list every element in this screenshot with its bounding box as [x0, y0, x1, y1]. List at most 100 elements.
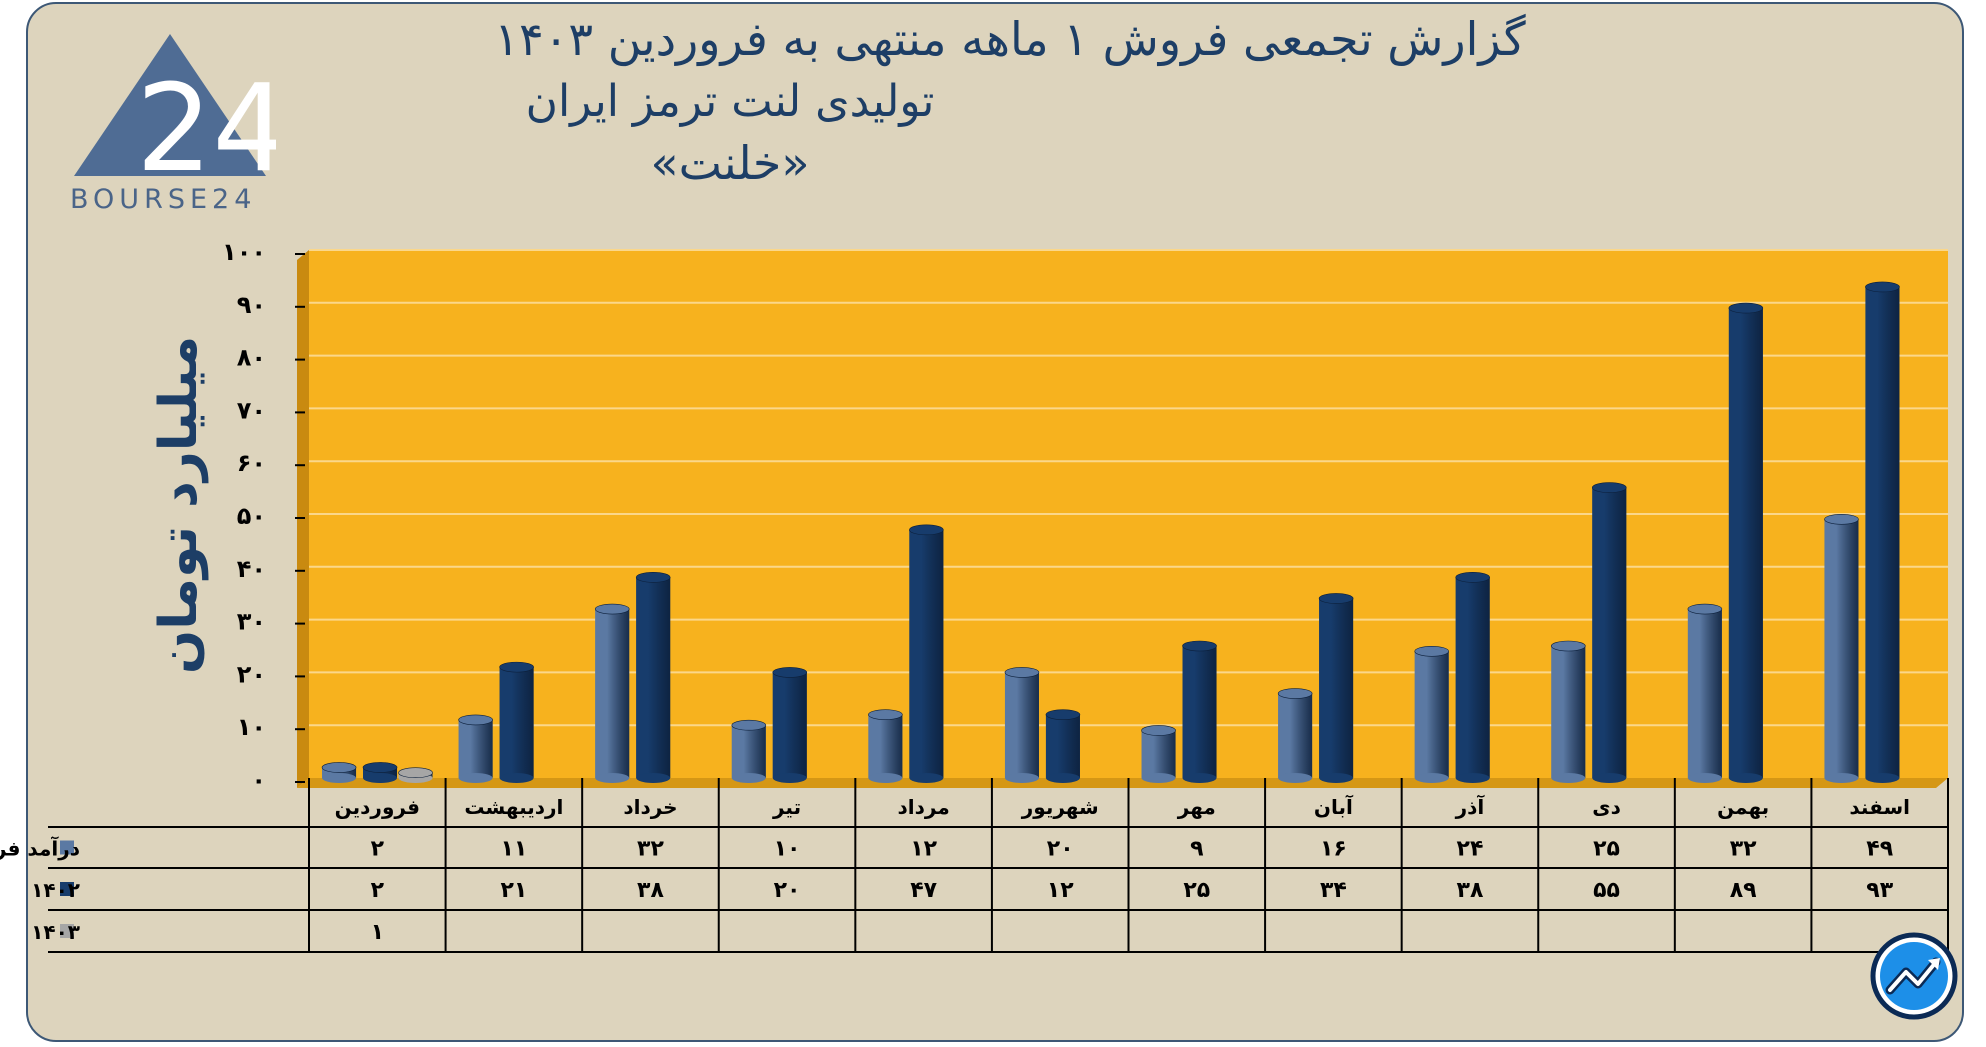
y-tick-label: ۱۰۰	[222, 238, 266, 266]
bar-shade	[1182, 646, 1217, 778]
legend-label: درآمد فروش سال ۱۴۰۱	[0, 836, 80, 861]
data-label: ۹۳	[1866, 878, 1893, 903]
bar-top	[772, 667, 808, 678]
trend-arrow-icon[interactable]	[1870, 932, 1958, 1020]
bar-base	[595, 773, 630, 783]
data-label: ۱۲	[910, 837, 937, 862]
bar-shade	[1865, 286, 1900, 778]
data-label: ۳۲	[1730, 837, 1757, 862]
legend-key	[60, 924, 74, 938]
bar-top	[731, 719, 767, 731]
bar	[499, 661, 534, 783]
bar-top	[1865, 281, 1900, 293]
y-tick-label: ۴۰	[237, 555, 266, 583]
bar-base	[1004, 773, 1039, 783]
bar-shade	[1592, 487, 1627, 778]
bar-top	[1141, 725, 1176, 736]
bar-shade	[1141, 730, 1176, 778]
bar	[594, 603, 630, 783]
category-label: تیر	[772, 795, 801, 819]
bar-base	[322, 773, 357, 783]
bar-base	[909, 773, 944, 783]
bar-base	[636, 773, 671, 783]
bar-shade	[1551, 646, 1586, 778]
category-label: اسفند	[1849, 795, 1910, 819]
bar-top	[499, 661, 534, 673]
bar-shade	[1004, 672, 1039, 778]
bar	[1550, 640, 1586, 783]
data-label: ۸۹	[1730, 878, 1757, 903]
data-label: ۳۸	[637, 878, 664, 903]
bar	[1045, 709, 1081, 783]
y-tick-label: ۷۰	[237, 396, 266, 424]
bar-top	[362, 762, 398, 773]
bar	[909, 524, 944, 783]
bar-top	[1318, 593, 1354, 604]
bar-shade	[1824, 519, 1859, 778]
bar-top	[398, 767, 433, 779]
bar	[1182, 640, 1217, 783]
bar-top	[909, 524, 944, 536]
category-label: مرداد	[898, 795, 950, 819]
bar-shade	[731, 725, 766, 778]
bar	[398, 767, 433, 783]
bar-top	[1004, 667, 1040, 678]
category-label: شهریور	[1021, 795, 1099, 819]
chart-title-line-3: «خلنت»	[650, 136, 810, 190]
bar-top	[458, 714, 493, 726]
data-label: ۲۴	[1457, 837, 1484, 862]
data-label: ۲۵	[1183, 878, 1210, 903]
plot-floor	[297, 778, 1948, 788]
bar-top	[321, 762, 357, 773]
bar	[321, 762, 357, 783]
bar-top	[1550, 640, 1586, 652]
data-label: ۳۲	[637, 837, 664, 862]
logo-text: BOURSE24	[70, 184, 257, 215]
bar-shade	[458, 719, 493, 778]
bar-base	[1414, 773, 1449, 783]
bar	[1414, 645, 1450, 783]
bar-base	[868, 773, 903, 783]
bar-shade	[1687, 609, 1722, 778]
category-label: آبان	[1314, 794, 1354, 819]
data-label: ۲	[371, 878, 385, 903]
bar-shade	[772, 672, 807, 778]
bourse24-logo-icon: 24	[74, 34, 276, 199]
bar-top	[635, 572, 671, 583]
chart-title-line-1: گزارش تجمعی فروش ۱ ماهه منتهی به فروردین…	[494, 12, 1526, 66]
bar-base	[1865, 773, 1900, 783]
bar-shade	[595, 609, 630, 778]
bar-shade	[1455, 577, 1490, 778]
bar-shade	[1319, 598, 1354, 778]
bar-shade	[1728, 308, 1763, 778]
bar	[1824, 513, 1859, 783]
bar	[1004, 667, 1040, 783]
bar-top	[1045, 709, 1081, 720]
y-tick-label: ۱۰	[237, 713, 266, 741]
bar-shade	[636, 577, 671, 778]
data-label: ۱۲	[1047, 878, 1074, 903]
bar	[635, 572, 671, 783]
bar	[1728, 302, 1764, 783]
data-label: ۳۸	[1457, 878, 1484, 903]
legend-key	[60, 840, 74, 855]
bar-shade	[1045, 714, 1080, 778]
bar	[1455, 572, 1490, 783]
bar	[1141, 725, 1176, 783]
data-label: ۱۶	[1320, 837, 1347, 862]
chart-title-line-2: تولیدی لنت ترمز ایران	[525, 76, 935, 127]
bar-top	[1591, 482, 1627, 493]
y-tick-label: ۶۰	[237, 449, 266, 477]
data-label: ۴۹	[1866, 837, 1893, 862]
bar-shade	[1414, 651, 1449, 778]
category-label: دی	[1592, 795, 1621, 819]
bar-shade	[868, 714, 903, 778]
bar	[1277, 688, 1313, 783]
data-label: ۲۰	[1047, 837, 1074, 862]
bar-shade	[909, 529, 944, 778]
bar-top	[868, 709, 903, 720]
bar-base	[1045, 773, 1080, 783]
bar	[1591, 482, 1627, 783]
data-label: ۳۴	[1320, 878, 1347, 903]
y-tick-label: ۹۰	[237, 291, 266, 319]
